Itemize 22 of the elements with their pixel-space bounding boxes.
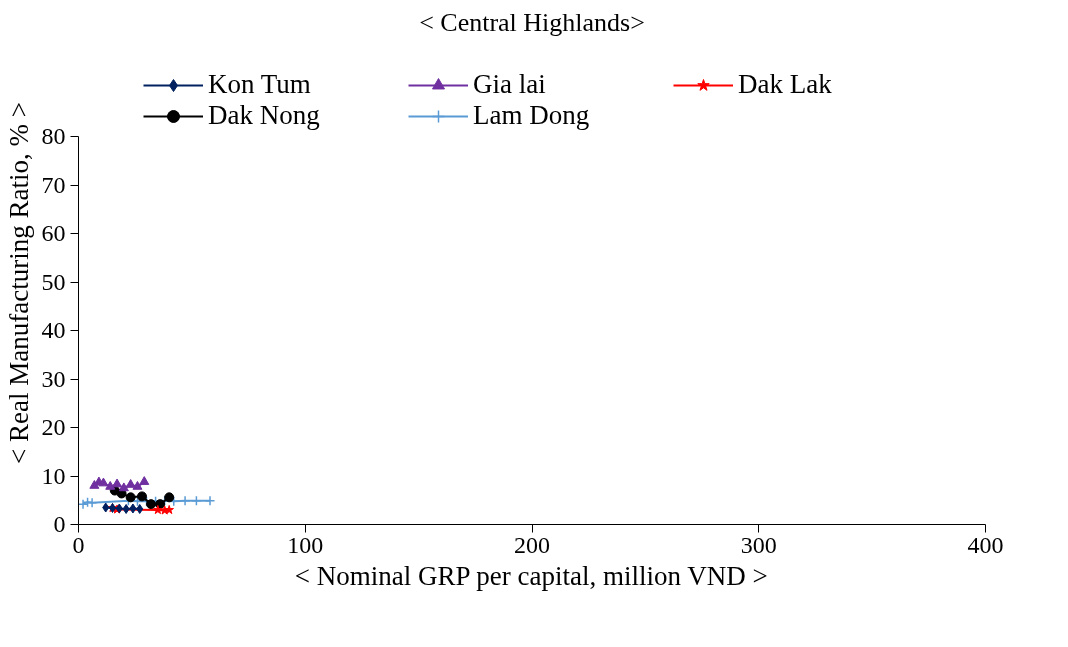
x-tick-label: 400 xyxy=(967,531,1004,558)
x-tick-label: 200 xyxy=(514,531,550,558)
y-tick-label: 50 xyxy=(41,268,66,295)
legend-label: Dak Lak xyxy=(738,69,833,100)
x-axis-title: < Nominal GRP per capital, million VND > xyxy=(294,560,768,591)
y-tick-label: 70 xyxy=(41,171,66,198)
legend-label: Gia lai xyxy=(473,69,547,100)
y-tick-label: 10 xyxy=(41,462,66,489)
y-tick-label: 20 xyxy=(41,414,66,440)
legend-label: Lam Dong xyxy=(473,100,591,131)
chart-title: < Central Highlands> xyxy=(419,7,645,37)
x-tick-label: 0 xyxy=(72,531,85,558)
y-tick-label: 0 xyxy=(53,511,66,537)
y-axis-title: < Real Manufacturing Ratio, % > xyxy=(3,102,34,464)
y-tick-label: 40 xyxy=(41,317,66,343)
x-tick-label: 300 xyxy=(740,531,777,558)
legend-label: Kon Tum xyxy=(208,69,312,100)
x-tick-label: 100 xyxy=(287,531,324,558)
y-tick-label: 80 xyxy=(41,123,66,149)
y-tick-label: 30 xyxy=(41,365,66,392)
y-tick-label: 60 xyxy=(41,220,66,246)
legend-label: Dak Nong xyxy=(208,100,321,131)
